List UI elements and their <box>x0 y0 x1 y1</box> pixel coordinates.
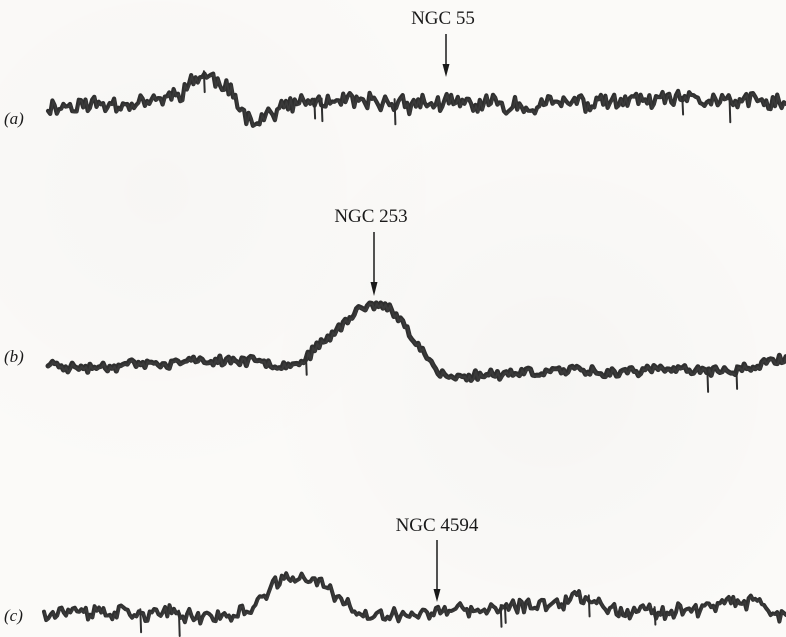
trace-spike <box>681 95 685 116</box>
trace-line <box>45 300 786 383</box>
trace-spike <box>728 96 732 124</box>
trace-spike <box>393 98 397 126</box>
annotation-label: NGC 4594 <box>396 515 479 536</box>
panel-b: (b) NGC 253 <box>4 206 786 393</box>
trace-spike <box>139 608 143 634</box>
trace-spike <box>313 97 317 120</box>
panel-label: (b) <box>4 347 24 366</box>
trace-spike <box>499 604 503 628</box>
trace-line-shadow <box>47 73 786 128</box>
trace-line-shadow <box>47 302 786 383</box>
trace-spike <box>202 70 206 94</box>
trace-spike <box>587 594 591 618</box>
annotation-label: NGC 253 <box>334 206 407 227</box>
trace-spike <box>653 606 657 626</box>
trace-spike <box>177 609 181 637</box>
trace-line <box>45 71 786 128</box>
panel-label: (c) <box>4 606 23 625</box>
trace-spike <box>706 366 710 393</box>
series-c-trace <box>42 571 786 637</box>
trace-spike <box>735 364 739 390</box>
series-a-trace <box>45 70 786 128</box>
annotation-arrow-head <box>442 64 450 77</box>
series-b-trace <box>45 300 786 393</box>
annotation-arrow-head <box>433 589 441 602</box>
panel-c: (c) NGC 4594 <box>4 515 786 637</box>
trace-spike <box>503 603 507 624</box>
panel-label: (a) <box>4 109 24 128</box>
annotation-label: NGC 55 <box>411 8 475 29</box>
trace-line <box>42 571 786 626</box>
trace-line-shadow <box>43 573 786 626</box>
trace-spike <box>304 352 308 376</box>
annotation-arrow-head <box>370 282 378 296</box>
trace-spike <box>320 97 324 123</box>
panel-a: (a) NGC 55 <box>4 8 786 128</box>
